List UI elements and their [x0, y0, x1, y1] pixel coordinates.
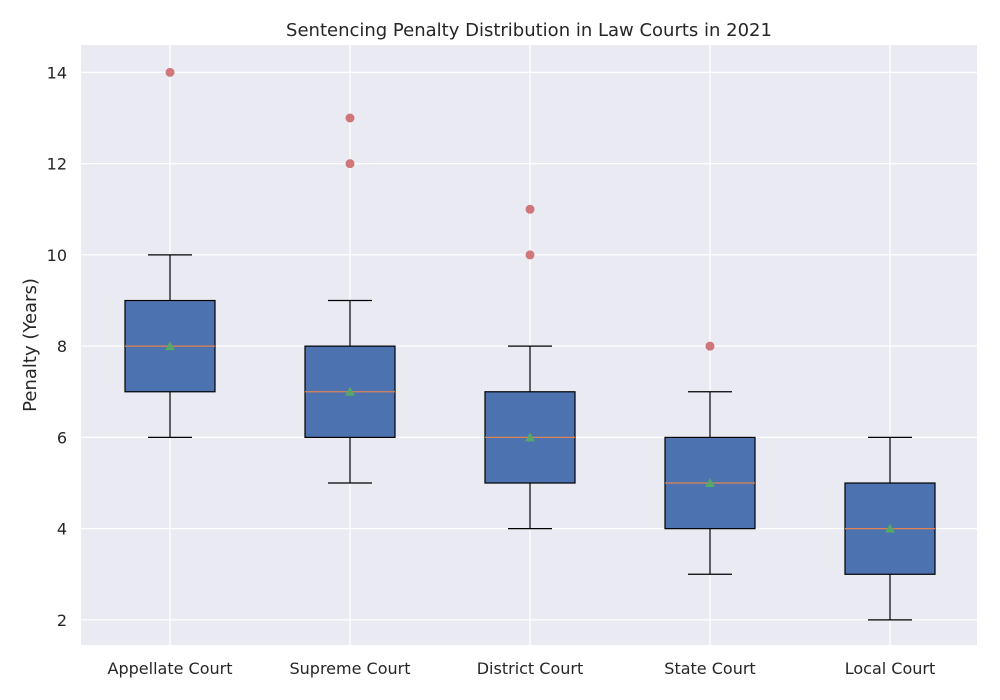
mean-marker — [345, 386, 355, 396]
x-tick-label: Supreme Court — [290, 659, 411, 678]
mean-marker — [885, 523, 895, 533]
y-tick-label: 10 — [47, 246, 67, 265]
box-appellate-court — [124, 67, 216, 438]
y-tick-label: 14 — [47, 63, 67, 82]
y-axis-label: Penalty (Years) — [20, 278, 41, 412]
outlier-point — [345, 159, 355, 169]
y-tick-label: 2 — [57, 611, 67, 630]
box-local-court — [844, 436, 936, 621]
chart-title: Sentencing Penalty Distribution in Law C… — [286, 20, 772, 41]
x-tick-label: Appellate Court — [108, 659, 233, 678]
outlier-point — [345, 113, 355, 123]
box-state-court — [664, 341, 756, 575]
tick-labels: 2 4 6 8 10 12 14 Appellate Court Supreme Court Di… — [47, 63, 936, 678]
y-tick-label: 4 — [57, 520, 67, 539]
mean-marker — [525, 432, 535, 442]
y-tick-label: 8 — [57, 337, 67, 356]
y-tick-label: 6 — [57, 428, 67, 447]
x-tick-label: Local Court — [845, 659, 936, 678]
box-district-court — [484, 204, 576, 530]
plot-background — [81, 45, 977, 645]
y-tick-label: 12 — [47, 155, 67, 174]
outlier-point — [525, 204, 535, 214]
x-tick-label: State Court — [664, 659, 755, 678]
outlier-point — [165, 67, 175, 77]
box-supreme-court — [304, 113, 396, 484]
outlier-point — [525, 250, 535, 260]
boxes — [124, 67, 936, 621]
mean-marker — [705, 478, 715, 488]
x-tick-label: District Court — [477, 659, 584, 678]
outlier-point — [705, 341, 715, 351]
mean-marker — [165, 341, 175, 351]
